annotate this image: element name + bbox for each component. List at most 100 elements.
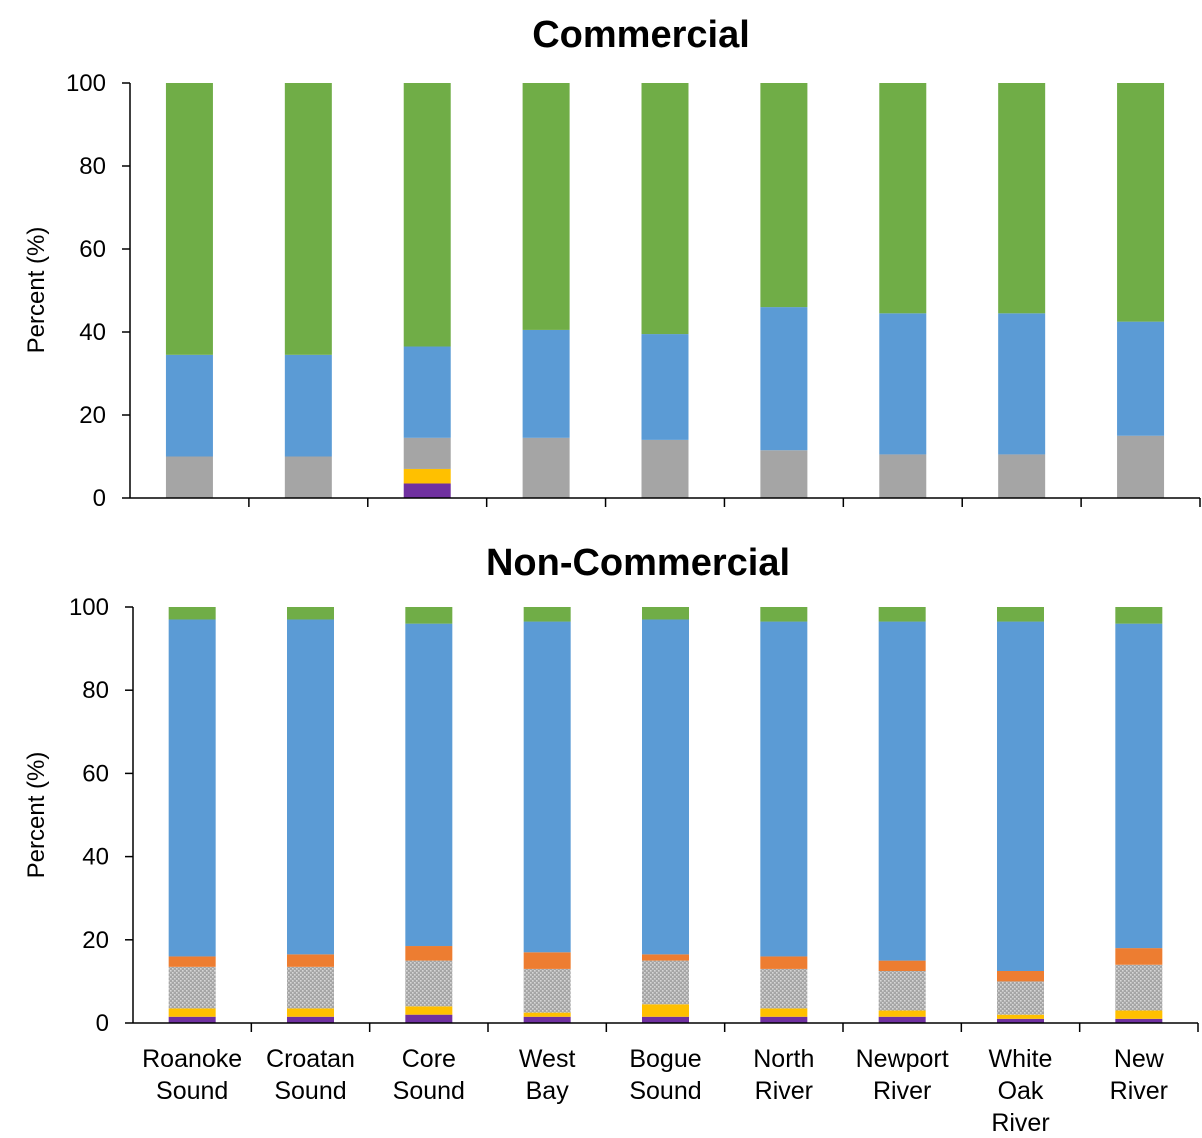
commercial-bar-segment [879, 454, 927, 498]
non-commercial-bar-segment [997, 971, 1044, 982]
non-commercial-bar-segment [168, 607, 216, 620]
non-commercial-bar-segment [878, 1016, 926, 1023]
commercial-y-tick-label: 80 [79, 153, 106, 180]
non-commercial-bar-segment [405, 946, 453, 961]
commercial-y-axis-label: Percent (%) [23, 227, 50, 354]
commercial-y-tick-label: 100 [66, 70, 106, 97]
commercial-bar-segment [879, 83, 927, 314]
commercial-bar-segment [760, 83, 808, 308]
category-label: New River [1110, 1045, 1168, 1105]
commercial-bar-segment [403, 346, 451, 438]
non-commercial-bar-segment [642, 1016, 689, 1023]
non-commercial-bar-segment [287, 1016, 334, 1023]
category-label: Croatan Sound [266, 1045, 355, 1105]
non-commercial-bar-segment [1115, 948, 1163, 965]
non-commercial-bar-segment [287, 966, 334, 1009]
commercial-bar-segment [879, 313, 927, 455]
commercial-bar-segment [1117, 83, 1165, 322]
category-label: Newport River [856, 1045, 949, 1105]
non-commercial-bar-segment [878, 621, 926, 961]
category-label: White Oak River [989, 1045, 1053, 1137]
non-commercial-bar-segment [760, 607, 808, 622]
commercial-bar-segment [641, 83, 689, 335]
non-commercial-bar-segment [523, 968, 571, 1013]
non-commercial-bar-segment [642, 607, 689, 620]
non-commercial-y-tick-label: 0 [96, 1010, 109, 1037]
non-commercial-bar-segment [760, 621, 808, 957]
commercial-y-tick-label: 60 [79, 236, 106, 263]
non-commercial-bar-segment [168, 956, 216, 967]
non-commercial-bar-segment [405, 1014, 453, 1023]
non-commercial-bar-segment [1115, 607, 1163, 624]
commercial-bar-segment [165, 456, 213, 498]
non-commercial-bar-segment [760, 956, 808, 969]
category-label: West Bay [519, 1045, 576, 1105]
commercial-bar-segment [403, 437, 451, 469]
non-commercial-bar-segment [878, 960, 926, 971]
commercial-bar-segment [760, 307, 808, 451]
category-label: Bogue Sound [629, 1045, 701, 1105]
non-commercial-bar-segment [1115, 1018, 1163, 1023]
commercial-y-tick-label: 0 [93, 485, 106, 512]
non-commercial-bar-segment [523, 621, 571, 953]
non-commercial-bar-segment [405, 1006, 453, 1015]
non-commercial-bar-segment [997, 621, 1044, 971]
non-commercial-bar-segment [760, 1008, 808, 1017]
commercial-x-ticks [248, 498, 1201, 507]
non-commercial-bar-segment [405, 607, 453, 624]
non-commercial-bar-segment [997, 1018, 1044, 1023]
commercial-bar-segment [998, 454, 1046, 498]
non-commercial-bar-segment [878, 1010, 926, 1017]
non-commercial-bar-segment [760, 968, 808, 1009]
commercial-bar-segment [165, 354, 213, 457]
category-labels: Roanoke Sound Croatan Sound Core Sound West Bay… [142, 1045, 1168, 1137]
non-commercial-bar-segment [997, 1014, 1044, 1019]
commercial-bar-segment [998, 313, 1046, 455]
commercial-bar-segment [1117, 435, 1165, 498]
commercial-y-ticks: 0 20 40 60 80 100 [66, 70, 130, 512]
non-commercial-bar-segment [878, 971, 926, 1011]
category-label: North River [753, 1045, 814, 1105]
non-commercial-bar-segment [642, 619, 689, 955]
commercial-bar-segment [522, 329, 570, 438]
commercial-bar-segment [284, 83, 332, 355]
non-commercial-bar-segment [523, 1012, 571, 1017]
commercial-bar-segment [403, 468, 451, 484]
non-commercial-bar-segment [642, 960, 689, 1005]
commercial-bar-segment [641, 439, 689, 498]
non-commercial-bar-segment [168, 1016, 216, 1023]
non-commercial-bar-segment [1115, 964, 1163, 1011]
commercial-chart-title: Commercial [532, 14, 750, 56]
commercial-bar-segment [284, 456, 332, 498]
non-commercial-bar-segment [405, 623, 453, 947]
non-commercial-bar-segment [168, 966, 216, 1009]
non-commercial-y-axis-label: Percent (%) [23, 752, 50, 879]
non-commercial-y-tick-label: 20 [82, 927, 109, 954]
category-label: Core Sound [393, 1045, 465, 1105]
non-commercial-bar-segment [1115, 1010, 1163, 1019]
non-commercial-bar-segment [405, 960, 453, 1007]
commercial-bar-segment [522, 437, 570, 498]
non-commercial-bar-segment [168, 1008, 216, 1017]
non-commercial-bar-segment [523, 607, 571, 622]
non-commercial-chart-title: Non-Commercial [486, 542, 790, 584]
non-commercial-bar-segment [642, 954, 689, 961]
non-commercial-y-tick-label: 40 [82, 844, 109, 871]
commercial-y-tick-label: 20 [79, 402, 106, 429]
non-commercial-bar-segment [997, 607, 1044, 622]
non-commercial-bar-segment [760, 1016, 808, 1023]
non-commercial-panel: Non-Commercial Percent (%) 020406080100 … [23, 542, 1199, 1137]
commercial-bar-segment [522, 83, 570, 330]
commercial-bar-segment [998, 83, 1046, 314]
commercial-bar-segment [1117, 321, 1165, 436]
non-commercial-bar-segment [878, 607, 926, 622]
non-commercial-y-ticks: 0 20 40 60 80 100 [69, 594, 133, 1037]
non-commercial-bar-segment [997, 981, 1044, 1015]
commercial-y-tick-label: 40 [79, 319, 106, 346]
non-commercial-bar-segment [523, 952, 571, 969]
commercial-bar-segment [641, 334, 689, 440]
non-commercial-bar-segment [287, 1008, 334, 1017]
non-commercial-y-tick-label: 100 [69, 594, 109, 621]
non-commercial-y-tick-label: 80 [82, 677, 109, 704]
